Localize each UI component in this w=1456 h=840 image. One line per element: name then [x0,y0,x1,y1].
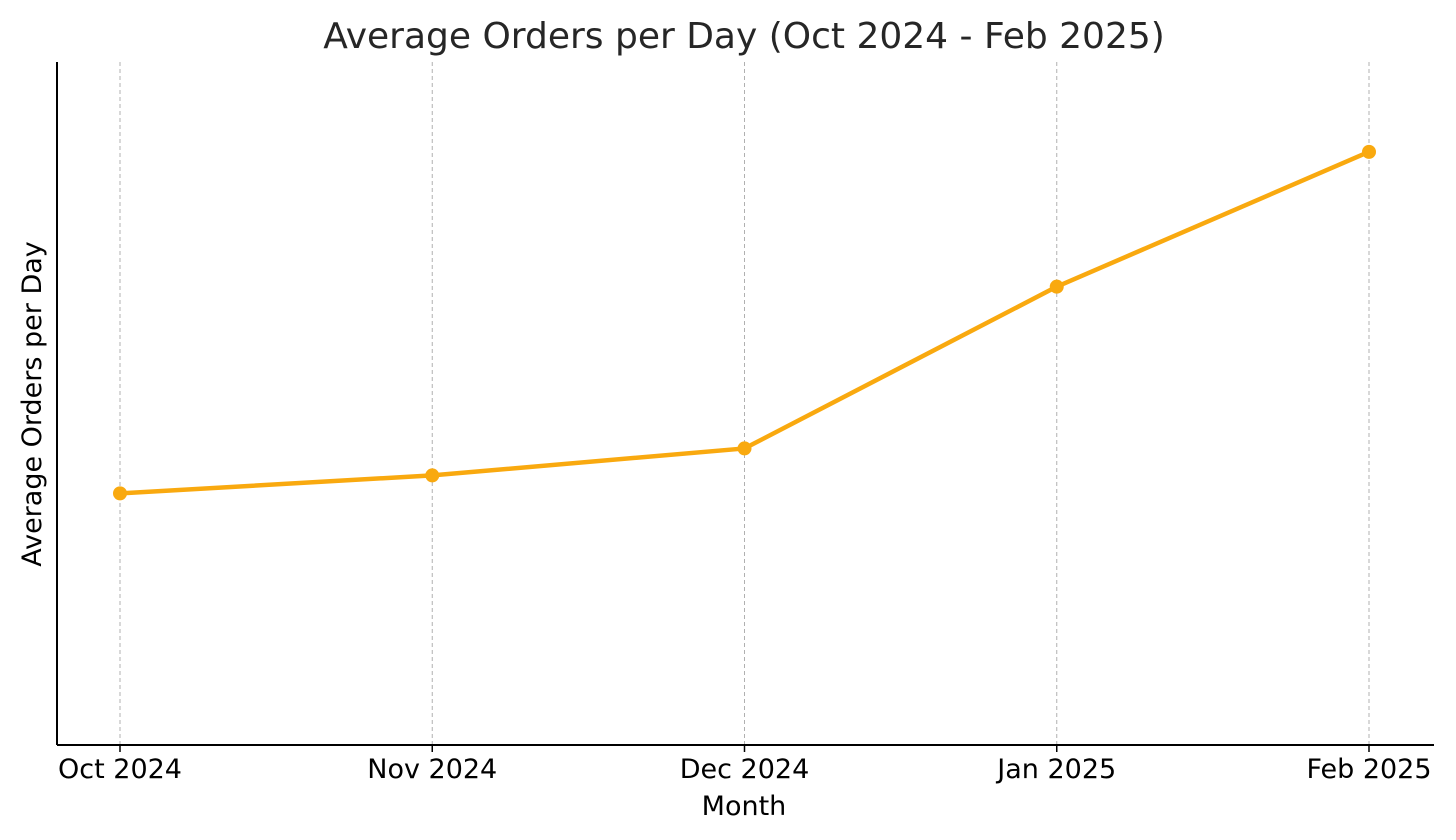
x-tick-label: Jan 2025 [995,754,1116,785]
data-point [1049,279,1064,294]
x-axis-label: Month [702,791,787,822]
series-layer [113,144,1376,501]
data-point [425,468,440,483]
x-tick-label: Dec 2024 [680,754,810,785]
gridlines [119,62,1370,745]
data-point [1362,144,1376,159]
data-point [113,486,127,501]
x-ticks: Oct 2024 Nov 2024 Dec 2024 Jan 2025 Feb 2025 [58,745,1432,785]
x-tick-label: Oct 2024 [58,754,182,785]
chart-title: Average Orders per Day (Oct 2024 - Feb 2… [323,16,1165,57]
x-tick-label: Nov 2024 [367,754,497,785]
x-tick-label: Feb 2025 [1306,754,1431,785]
y-axis-label: Average Orders per Day [17,241,48,567]
data-point [737,441,752,456]
